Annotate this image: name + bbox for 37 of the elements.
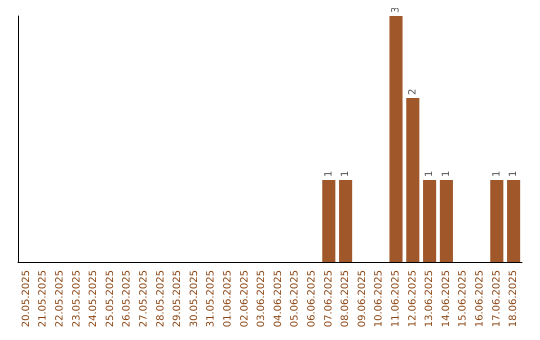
x-tick-label: 23.05.2025 — [71, 270, 82, 328]
x-tick-label: 04.06.2025 — [272, 270, 284, 328]
x-tick-label: 29.05.2025 — [172, 270, 184, 328]
x-tick-label: 22.05.2025 — [54, 270, 66, 328]
x-tick-label: 02.06.2025 — [239, 270, 250, 328]
x-tick-label: 03.06.2025 — [256, 270, 268, 328]
data-label: 1 — [323, 170, 334, 177]
x-tick-label: 14.06.2025 — [440, 270, 452, 328]
x-tick-label: 07.06.2025 — [323, 270, 334, 328]
x-tick-label: 11.06.2025 — [390, 270, 402, 328]
x-tick-label: 05.06.2025 — [290, 270, 301, 328]
x-tick-label: 31.05.2025 — [206, 270, 217, 328]
x-tick-label: 08.06.2025 — [340, 270, 352, 328]
x-tick-label: 09.06.2025 — [356, 270, 368, 328]
x-tick-label: 30.05.2025 — [188, 270, 200, 328]
x-tick-label: 25.05.2025 — [104, 270, 116, 328]
x-tick-label: 13.06.2025 — [424, 270, 436, 328]
x-tick-label: 16.06.2025 — [474, 270, 486, 328]
x-tick-label: 18.06.2025 — [508, 270, 520, 328]
x-tick-label: 10.06.2025 — [374, 270, 385, 328]
x-tick-label: 20.05.2025 — [20, 270, 32, 328]
x-tick-label: 15.06.2025 — [458, 270, 469, 328]
x-tick-label: 17.06.2025 — [491, 270, 502, 328]
data-label: 1 — [340, 170, 352, 177]
x-tick-label: 28.05.2025 — [155, 270, 166, 328]
x-tick-label: 06.06.2025 — [306, 270, 318, 328]
data-label: 1 — [508, 170, 520, 177]
data-label: 2 — [407, 88, 418, 95]
data-label: 1 — [491, 170, 502, 177]
data-label: 1 — [424, 170, 436, 177]
x-tick-label: 12.06.2025 — [407, 270, 418, 328]
x-tick-label: 27.05.2025 — [138, 270, 150, 328]
data-label: 1 — [440, 170, 452, 177]
x-tick-label: 24.05.2025 — [88, 270, 100, 328]
x-tick-label: 01.06.2025 — [222, 270, 234, 328]
x-tick-label: 26.05.2025 — [122, 270, 133, 328]
x-tick-label: 21.05.2025 — [38, 270, 49, 328]
